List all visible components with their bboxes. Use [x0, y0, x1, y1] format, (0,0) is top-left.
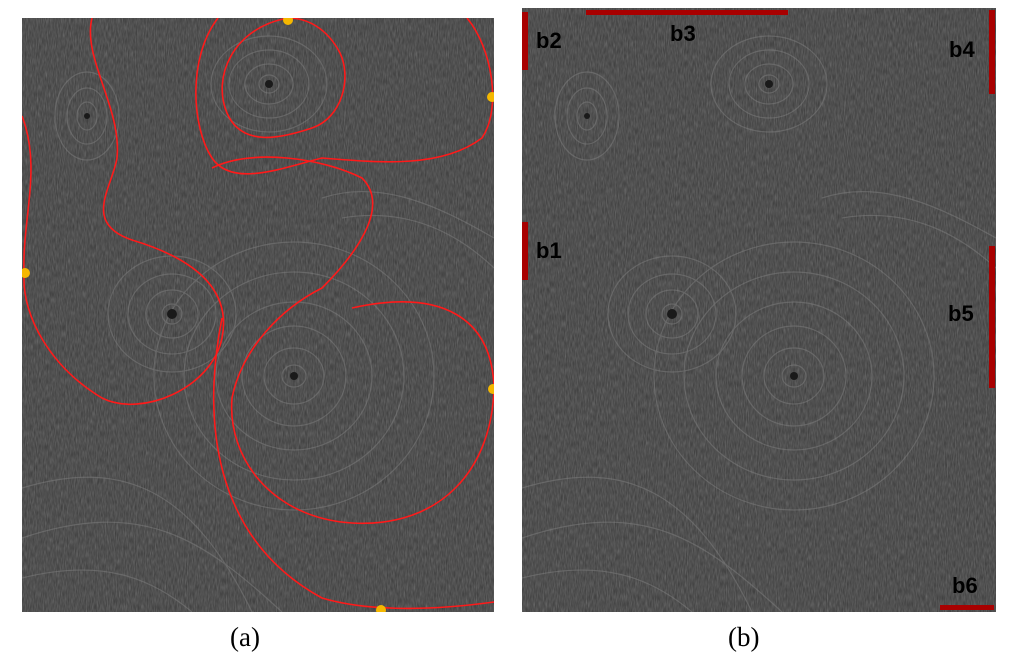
panel-a	[20, 15, 498, 630]
segment-b6	[940, 605, 994, 610]
seed-point	[20, 268, 30, 278]
caption-a: (a)	[230, 622, 260, 652]
curve-top-inner	[221, 17, 346, 139]
caption-b: (b)	[728, 622, 760, 652]
label-b4: b4	[949, 37, 975, 62]
seed-point	[283, 15, 293, 25]
segment-b3	[586, 10, 788, 15]
vortex-streaks	[521, 35, 997, 613]
panel-a-canvas	[20, 15, 498, 615]
segment-b4	[989, 10, 995, 94]
panel-b-canvas: b1 b2 b3 b4 b5 b6	[521, 8, 997, 613]
curve-bottom	[212, 317, 495, 610]
label-b1: b1	[536, 238, 562, 263]
label-b5: b5	[948, 301, 974, 326]
label-b2: b2	[536, 28, 562, 53]
segment-b2	[522, 12, 528, 70]
curve-top-outer	[195, 17, 494, 175]
label-b3: b3	[670, 21, 696, 46]
vortex-streaks	[21, 35, 495, 613]
boundary-segments	[522, 10, 995, 610]
panel-b: b1 b2 b3 b4 b5 b6	[521, 8, 997, 613]
vortex-cores	[584, 80, 798, 380]
segment-b5	[989, 246, 995, 388]
segment-b1	[522, 222, 528, 280]
vortex-cores	[84, 80, 298, 380]
label-b6: b6	[952, 573, 978, 598]
